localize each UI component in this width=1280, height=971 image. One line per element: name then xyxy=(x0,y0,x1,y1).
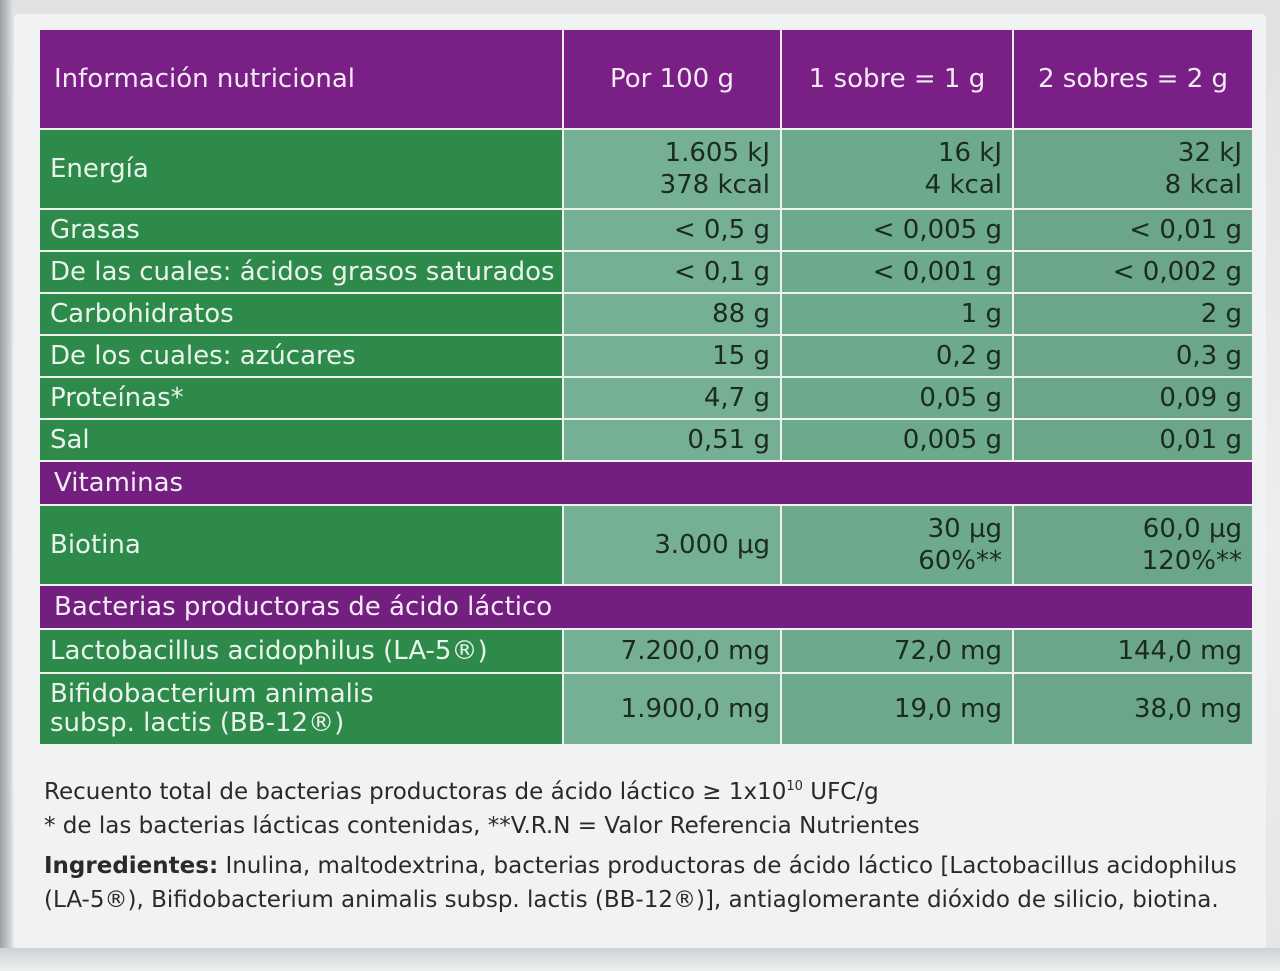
row-label: De las cuales: ácidos grasos saturados xyxy=(38,250,564,294)
value-per-100g: 1.605 kJ 378 kcal xyxy=(562,128,782,210)
count-text: Recuento total de bacterias productoras … xyxy=(44,779,787,805)
value-1-sachet: 0,005 g xyxy=(780,418,1014,462)
value-per-100g: 7.200,0 mg xyxy=(562,628,782,674)
row-label: Biotina xyxy=(38,504,564,586)
value-2-sachets: 32 kJ 8 kcal xyxy=(1012,128,1254,210)
table-row-energia: Energía 1.605 kJ 378 kcal 16 kJ 4 kcal 32 … xyxy=(38,128,1254,210)
value-per-100g: 15 g xyxy=(562,334,782,378)
value-2-sachets: 60,0 µg 120%** xyxy=(1012,504,1254,586)
table-row-proteinas: Proteínas* 4,7 g 0,05 g 0,09 g xyxy=(38,376,1254,420)
value-per-100g: 3.000 µg xyxy=(562,504,782,586)
value-1-sachet: 0,05 g xyxy=(780,376,1014,420)
value-2-sachets: 38,0 mg xyxy=(1012,672,1254,746)
row-label: De los cuales: azúcares xyxy=(38,334,564,378)
table-row-lactobacillus: Lactobacillus acidophilus (LA-5®) 7.200,… xyxy=(38,628,1254,674)
count-unit: UFC/g xyxy=(802,779,879,805)
header-nutrition-info: Información nutricional xyxy=(38,28,564,130)
section-bacterias-row: Bacterias productoras de ácido láctico xyxy=(38,584,1254,630)
value-1-sachet: < 0,001 g xyxy=(780,250,1014,294)
table-row-biotina: Biotina 3.000 µg 30 µg 60%** 60,0 µg 120%*… xyxy=(38,504,1254,586)
row-label-line1: Bifidobacterium animalis xyxy=(50,678,374,709)
table-row-sal: Sal 0,51 g 0,005 g 0,01 g xyxy=(38,418,1254,462)
value-kj: 32 kJ xyxy=(1177,137,1242,168)
value-amount: 60,0 µg xyxy=(1142,513,1242,544)
bacteria-count-line: Recuento total de bacterias productoras … xyxy=(44,770,1254,809)
value-vrn-percent: 120%** xyxy=(1141,546,1242,576)
value-1-sachet: 16 kJ 4 kcal xyxy=(780,128,1014,210)
section-title: Vitaminas xyxy=(38,460,1254,506)
ingredients-text: Inulina, maltodextrina, bacterias produc… xyxy=(44,853,1237,913)
value-2-sachets: 144,0 mg xyxy=(1012,628,1254,674)
row-label: Grasas xyxy=(38,208,564,252)
value-2-sachets: < 0,01 g xyxy=(1012,208,1254,252)
value-1-sachet: 30 µg 60%** xyxy=(780,504,1014,586)
value-per-100g: 4,7 g xyxy=(562,376,782,420)
value-2-sachets: 0,3 g xyxy=(1012,334,1254,378)
value-kj: 1.605 kJ xyxy=(664,137,770,168)
value-1-sachet: 72,0 mg xyxy=(780,628,1014,674)
header-per-100g: Por 100 g xyxy=(562,28,782,130)
row-label: Lactobacillus acidophilus (LA-5®) xyxy=(38,628,564,674)
package-edge xyxy=(0,0,12,971)
row-label: Carbohidratos xyxy=(38,292,564,336)
table-row-bifidobacterium: Bifidobacterium animalis subsp. lactis (B… xyxy=(38,672,1254,746)
ingredients-paragraph: Ingredientes: Inulina, maltodextrina, ba… xyxy=(44,849,1254,917)
value-1-sachet: 1 g xyxy=(780,292,1014,336)
row-label: Energía xyxy=(38,128,564,210)
ingredients-label: Ingredientes: xyxy=(44,853,219,879)
value-1-sachet: 0,2 g xyxy=(780,334,1014,378)
header-2-sachets: 2 sobres = 2 g xyxy=(1012,28,1254,130)
nutrition-table: Información nutricional Por 100 g 1 sobr… xyxy=(38,28,1254,746)
row-label-line2: subsp. lactis (BB-12®) xyxy=(50,708,345,738)
value-kcal: 4 kcal xyxy=(924,170,1002,200)
label-footer: Recuento total de bacterias productoras … xyxy=(44,770,1254,917)
section-vitaminas-row: Vitaminas xyxy=(38,460,1254,506)
value-per-100g: 1.900,0 mg xyxy=(562,672,782,746)
value-per-100g: 0,51 g xyxy=(562,418,782,462)
value-kj: 16 kJ xyxy=(937,137,1002,168)
table-row-azucares: De los cuales: azúcares 15 g 0,2 g 0,3 g xyxy=(38,334,1254,378)
footnote-line: * de las bacterias lácticas contenidas, … xyxy=(44,813,920,839)
value-2-sachets: < 0,002 g xyxy=(1012,250,1254,294)
value-per-100g: < 0,5 g xyxy=(562,208,782,252)
value-per-100g: < 0,1 g xyxy=(562,250,782,294)
table-row-carbohidratos: Carbohidratos 88 g 1 g 2 g xyxy=(38,292,1254,336)
value-vrn-percent: 60%** xyxy=(918,546,1002,576)
value-per-100g: 88 g xyxy=(562,292,782,336)
row-label: Bifidobacterium animalis subsp. lactis (B… xyxy=(38,672,564,746)
value-2-sachets: 0,01 g xyxy=(1012,418,1254,462)
table-header-row: Información nutricional Por 100 g 1 sobr… xyxy=(38,28,1254,130)
row-label: Sal xyxy=(38,418,564,462)
table-row-saturados: De las cuales: ácidos grasos saturados <… xyxy=(38,250,1254,294)
row-label: Proteínas* xyxy=(38,376,564,420)
header-1-sachet: 1 sobre = 1 g xyxy=(780,28,1014,130)
count-exponent: 10 xyxy=(786,779,803,794)
value-kcal: 8 kcal xyxy=(1164,170,1242,200)
value-2-sachets: 2 g xyxy=(1012,292,1254,336)
value-2-sachets: 0,09 g xyxy=(1012,376,1254,420)
value-1-sachet: 19,0 mg xyxy=(780,672,1014,746)
package-bottom-edge xyxy=(0,948,1280,971)
section-title: Bacterias productoras de ácido láctico xyxy=(38,584,1254,630)
value-kcal: 378 kcal xyxy=(659,170,770,200)
value-1-sachet: < 0,005 g xyxy=(780,208,1014,252)
value-amount: 30 µg xyxy=(927,513,1002,544)
table-row-grasas: Grasas < 0,5 g < 0,005 g < 0,01 g xyxy=(38,208,1254,252)
